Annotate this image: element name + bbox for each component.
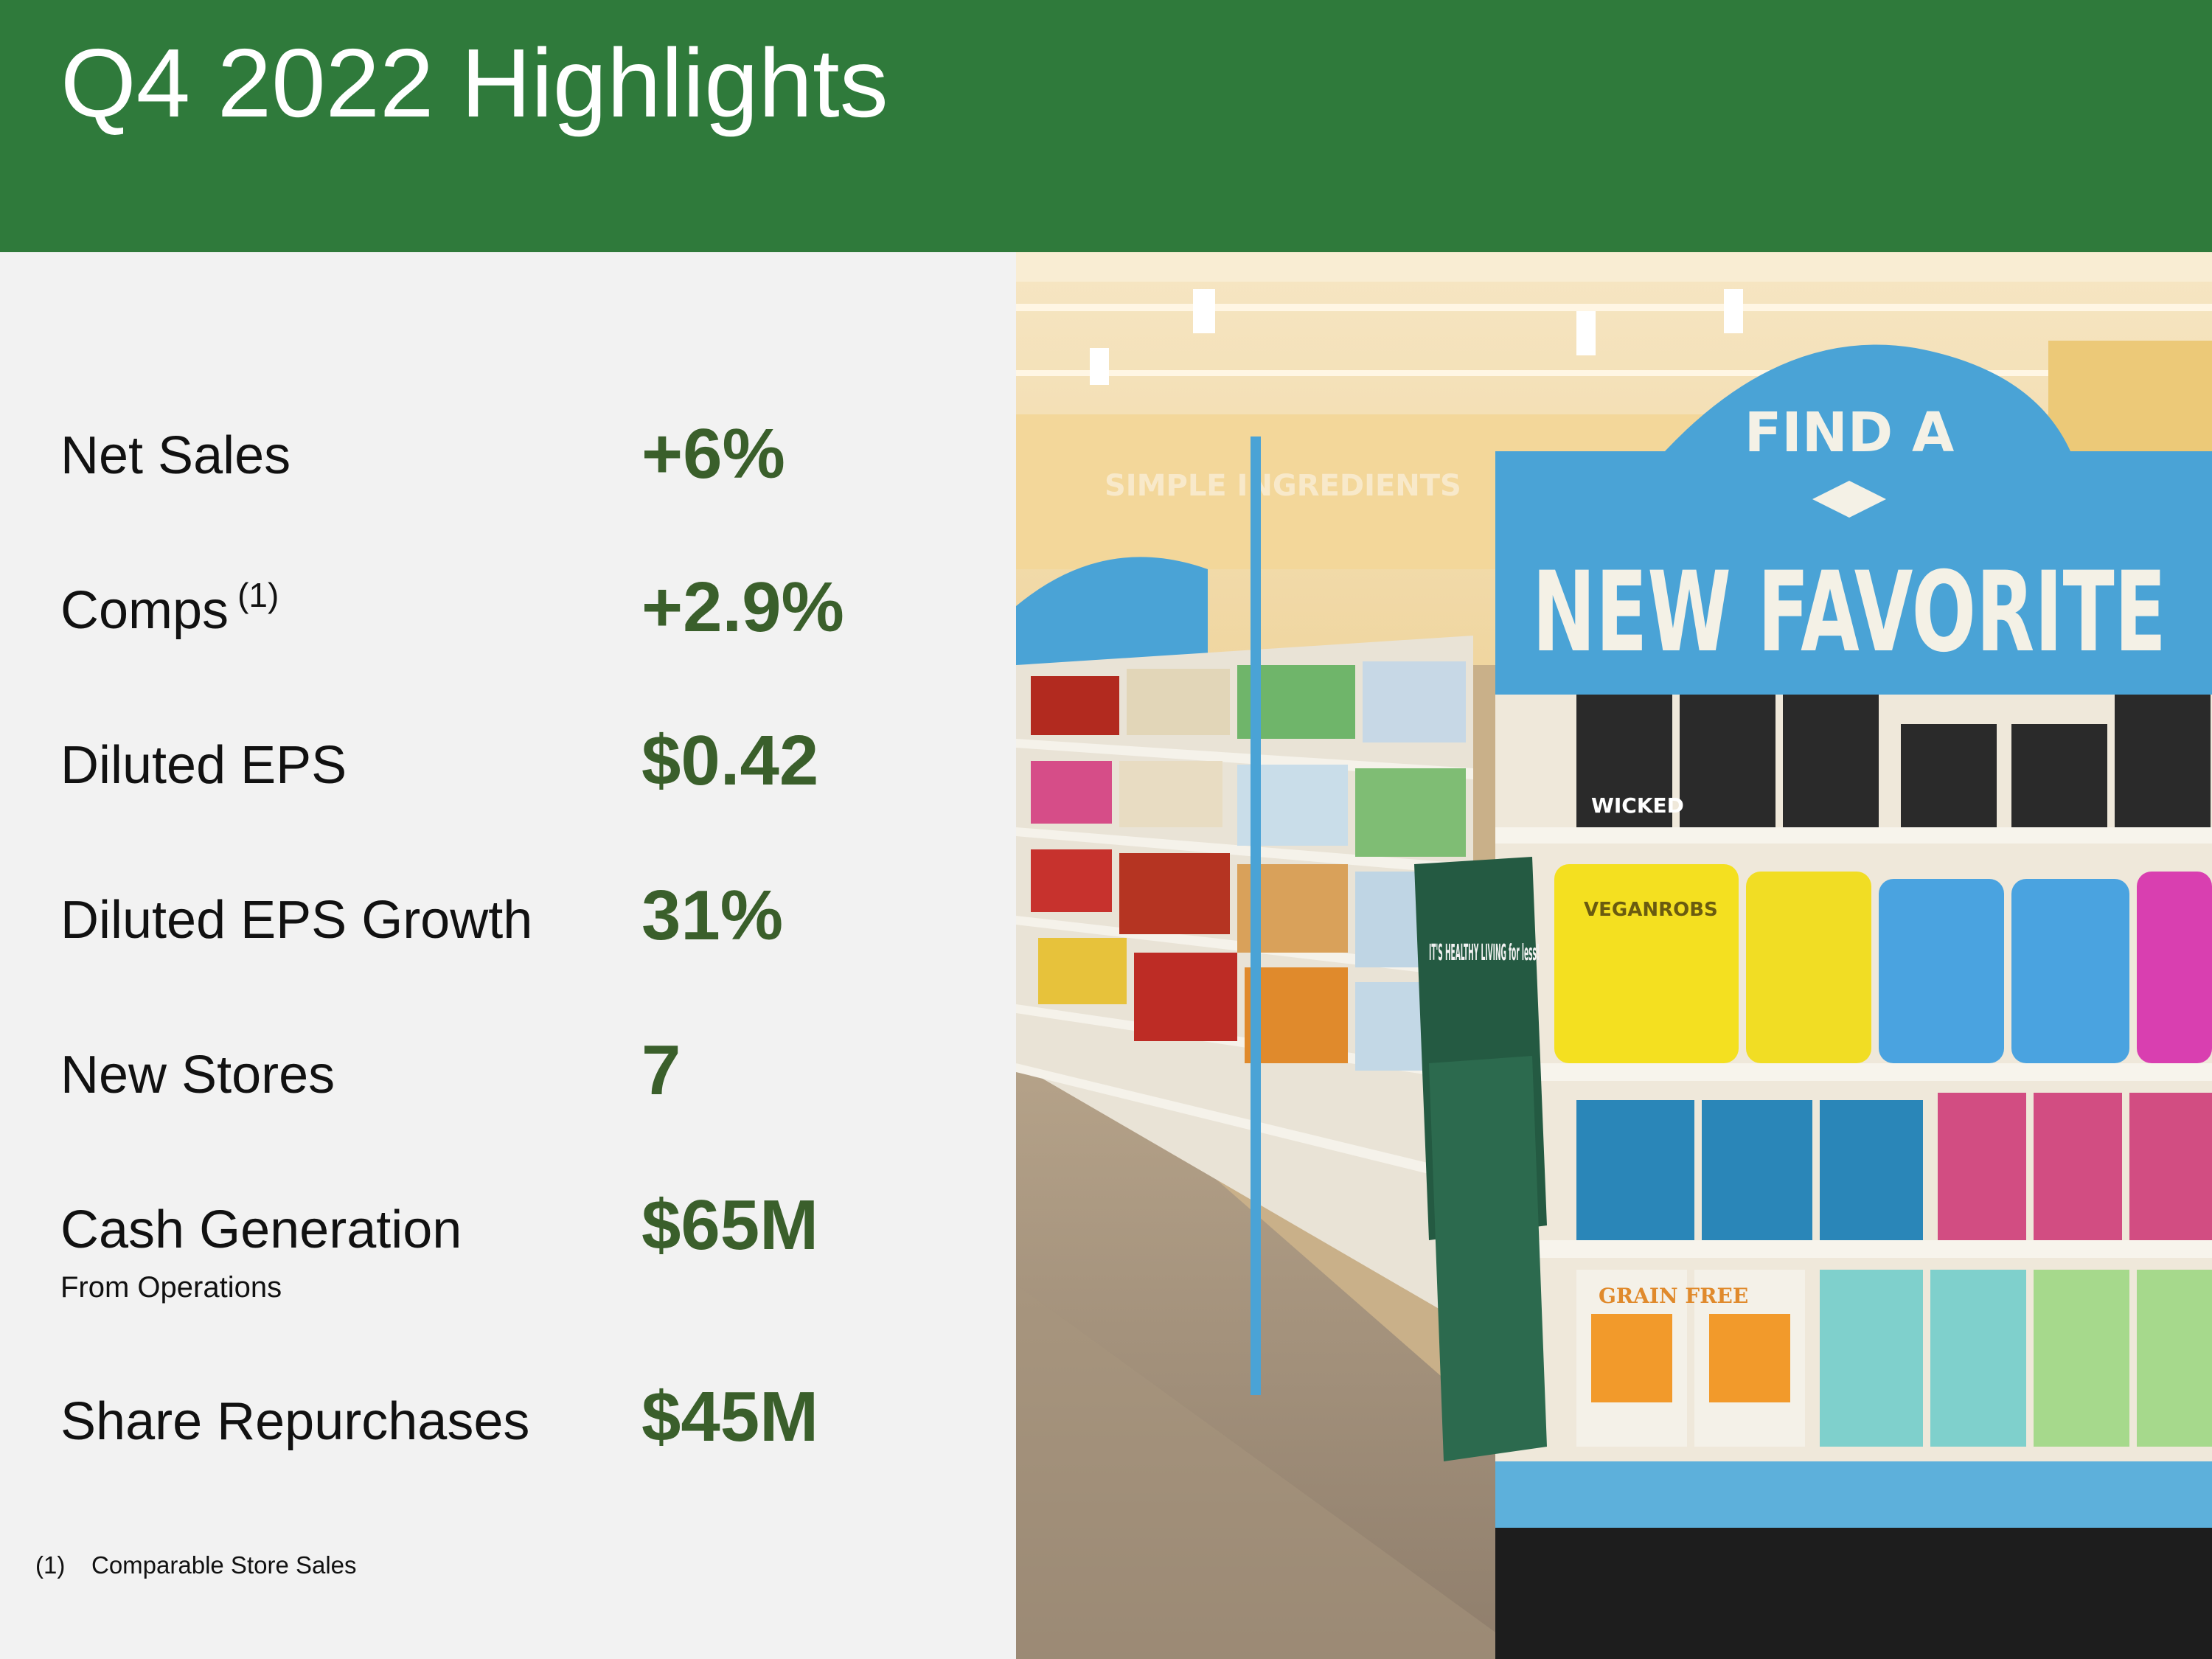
value-net-sales: +6%: [641, 414, 785, 493]
product-row-wicked: WICKED: [1576, 695, 2211, 827]
value-new-stores: 7: [641, 1031, 681, 1110]
highlights-panel: [0, 252, 1016, 1659]
sign-top-text: FIND A: [1745, 401, 1954, 465]
value-cash-generation: $65M: [641, 1186, 819, 1265]
healthy-living-bags: IT'S HEALTHY LIVING for less!: [1414, 857, 1547, 1461]
sign-main-text: NEW FAVORITE: [1532, 549, 2166, 677]
slide-title: Q4 2022 Highlights: [60, 29, 888, 137]
wall-sign-text: SIMPLE INGREDIENTS: [1105, 469, 1461, 503]
footnote-number: (1): [35, 1551, 66, 1579]
label-comps: Comps (1): [60, 578, 279, 640]
product-row-cookies: [1576, 1093, 2212, 1240]
bag-text: IT'S HEALTHY LIVING for less!: [1429, 940, 1540, 966]
product-cracker-text: GRAIN FREE: [1599, 1284, 1748, 1308]
product-brand-text: WICKED: [1591, 793, 1684, 818]
value-share-repurchases: $45M: [641, 1377, 819, 1456]
slide-header: Q4 2022 Highlights: [0, 0, 2212, 252]
product-row-bags: VEGANROBS: [1554, 864, 2212, 1063]
label-net-sales: Net Sales: [60, 426, 291, 485]
label-new-stores: New Stores: [60, 1046, 335, 1105]
find-a-new-favorite-sign: FIND A NEW FAVORITE: [1495, 344, 2212, 695]
value-diluted-eps-growth: 31%: [641, 876, 784, 955]
footnote: (1) Comparable Store Sales: [35, 1551, 357, 1579]
label-comps-text: Comps: [60, 581, 229, 640]
label-cash-generation-sub: From Operations: [60, 1271, 282, 1304]
label-share-repurchases: Share Repurchases: [60, 1392, 530, 1451]
store-aisle-illustration: SIMPLE INGREDIENTS FIND A NEW FAVORITE: [1016, 252, 2212, 1659]
product-row-crackers: GRAIN FREE: [1576, 1270, 2212, 1447]
store-aisle-photo: SIMPLE INGREDIENTS FIND A NEW FAVORITE: [1016, 252, 2212, 1659]
value-diluted-eps: $0.42: [641, 721, 819, 800]
product-bag-text: VEGANROBS: [1584, 899, 1718, 921]
value-comps: +2.9%: [641, 568, 844, 647]
footnote-text: Comparable Store Sales: [91, 1551, 357, 1579]
label-diluted-eps-growth: Diluted EPS Growth: [60, 891, 533, 950]
label-cash-generation: Cash Generation: [60, 1200, 462, 1259]
label-diluted-eps: Diluted EPS: [60, 736, 347, 795]
footnote-ref: (1): [237, 576, 279, 614]
